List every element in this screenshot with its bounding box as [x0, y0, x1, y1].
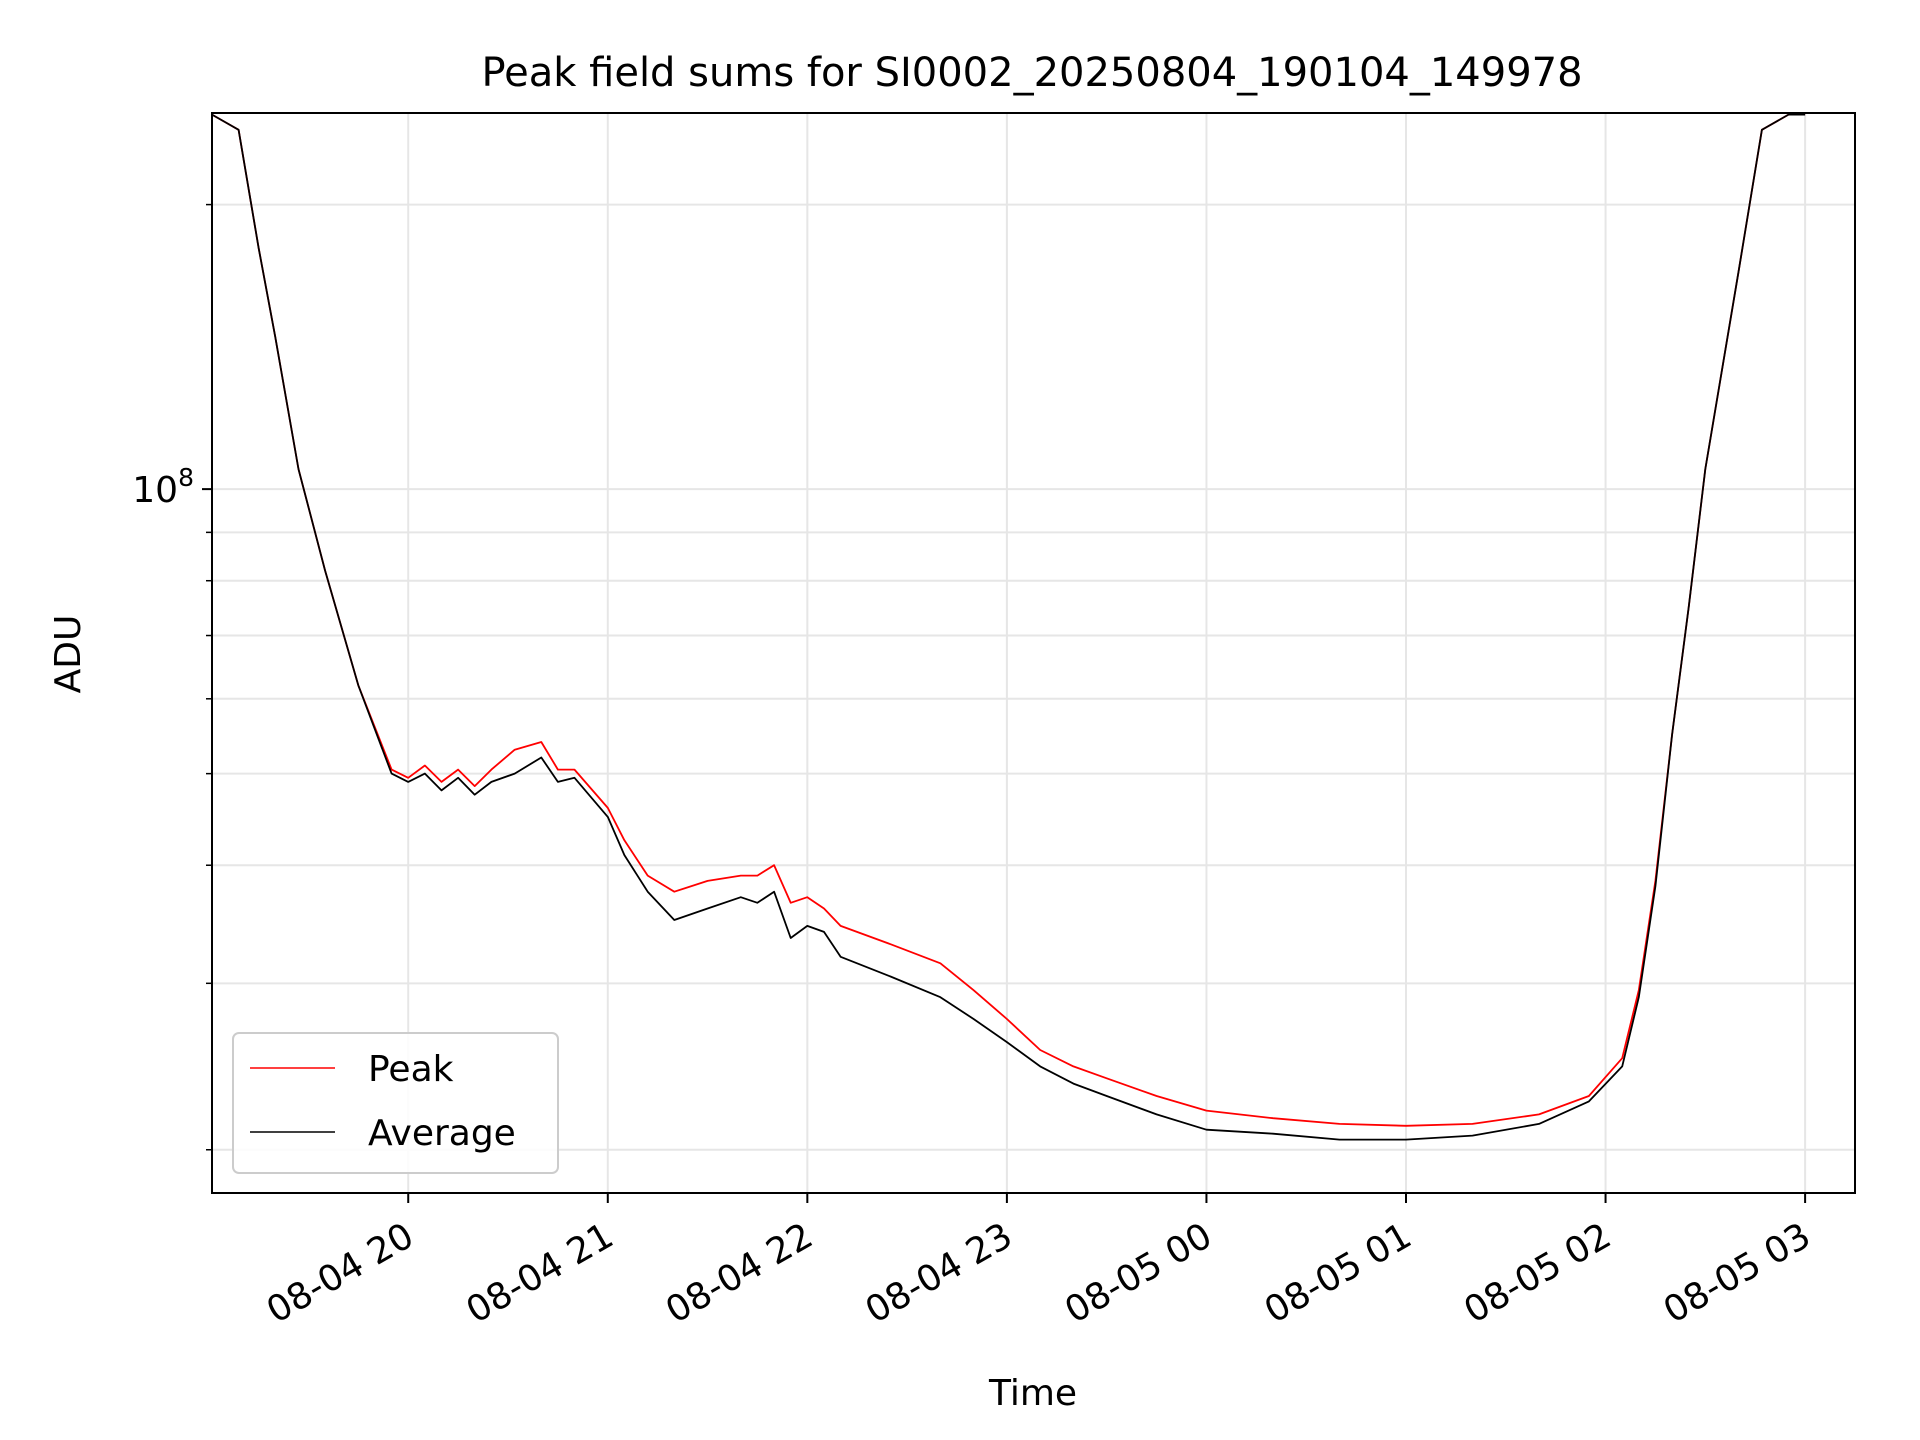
- y-axis: 108: [132, 203, 212, 1151]
- series-line-average: [211, 113, 1806, 1141]
- legend-label-average: Average: [368, 1113, 516, 1154]
- y-tick-label: 108: [132, 463, 194, 511]
- series-line-peak: [211, 113, 1806, 1127]
- grid: [212, 113, 1855, 1193]
- legend-label-peak: Peak: [368, 1049, 454, 1090]
- series-layer: [211, 113, 1806, 1141]
- y-axis-label: ADU: [48, 615, 89, 694]
- legend: Peak Average: [232, 1032, 559, 1174]
- x-axis-label: Time: [988, 1373, 1077, 1414]
- chart-title: Peak field sums for SI0002_20250804_1901…: [481, 50, 1582, 96]
- plot-frame: [211, 112, 1856, 1194]
